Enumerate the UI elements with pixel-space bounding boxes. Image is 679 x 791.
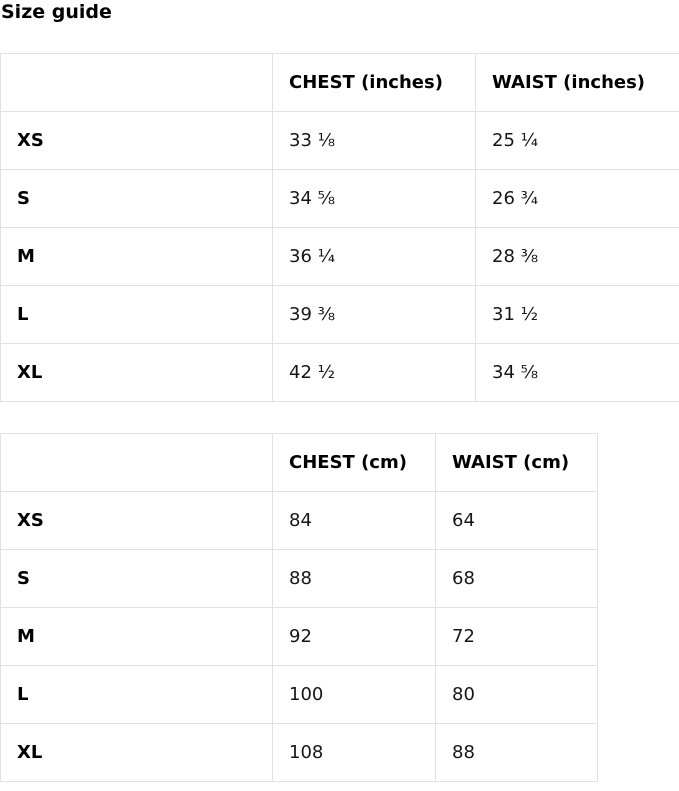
size-table-cm: CHEST (cm) WAIST (cm) XS 84 64 S 88 68 M… <box>0 433 598 782</box>
table-row: S 34 ⅝ 26 ¾ <box>0 169 679 228</box>
waist-value: 88 <box>435 723 598 782</box>
size-label: XL <box>0 723 273 782</box>
chest-value: 42 ½ <box>272 343 476 402</box>
size-label: L <box>0 285 273 344</box>
size-label: XL <box>0 343 273 402</box>
waist-value: 31 ½ <box>475 285 679 344</box>
table-row: XL 42 ½ 34 ⅝ <box>0 343 679 402</box>
table-row: L 39 ⅜ 31 ½ <box>0 285 679 344</box>
chest-value: 34 ⅝ <box>272 169 476 228</box>
table-row: XS 33 ⅛ 25 ¼ <box>0 111 679 170</box>
size-table-inches: CHEST (inches) WAIST (inches) XS 33 ⅛ 25… <box>0 53 679 402</box>
chest-value: 84 <box>272 491 436 550</box>
header-chest-cm: CHEST (cm) <box>272 433 436 492</box>
header-waist-inches: WAIST (inches) <box>475 53 679 112</box>
size-label: L <box>0 665 273 724</box>
chest-value: 88 <box>272 549 436 608</box>
size-label: XS <box>0 491 273 550</box>
waist-value: 64 <box>435 491 598 550</box>
table-header-row: CHEST (inches) WAIST (inches) <box>0 53 679 112</box>
table-row: S 88 68 <box>0 549 598 608</box>
size-label: M <box>0 607 273 666</box>
corner-cell <box>0 53 273 112</box>
chest-value: 33 ⅛ <box>272 111 476 170</box>
corner-cell <box>0 433 273 492</box>
page-title: Size guide <box>1 1 112 23</box>
size-label: M <box>0 227 273 286</box>
chest-value: 39 ⅜ <box>272 285 476 344</box>
chest-value: 36 ¼ <box>272 227 476 286</box>
waist-value: 34 ⅝ <box>475 343 679 402</box>
table-row: M 36 ¼ 28 ⅜ <box>0 227 679 286</box>
chest-value: 100 <box>272 665 436 724</box>
table-row: M 92 72 <box>0 607 598 666</box>
size-label: S <box>0 549 273 608</box>
table-header-row: CHEST (cm) WAIST (cm) <box>0 433 598 492</box>
header-chest-inches: CHEST (inches) <box>272 53 476 112</box>
chest-value: 92 <box>272 607 436 666</box>
waist-value: 80 <box>435 665 598 724</box>
waist-value: 26 ¾ <box>475 169 679 228</box>
header-waist-cm: WAIST (cm) <box>435 433 598 492</box>
table-row: L 100 80 <box>0 665 598 724</box>
waist-value: 25 ¼ <box>475 111 679 170</box>
table-row: XL 108 88 <box>0 723 598 782</box>
table-row: XS 84 64 <box>0 491 598 550</box>
chest-value: 108 <box>272 723 436 782</box>
size-label: XS <box>0 111 273 170</box>
size-label: S <box>0 169 273 228</box>
waist-value: 72 <box>435 607 598 666</box>
waist-value: 68 <box>435 549 598 608</box>
waist-value: 28 ⅜ <box>475 227 679 286</box>
